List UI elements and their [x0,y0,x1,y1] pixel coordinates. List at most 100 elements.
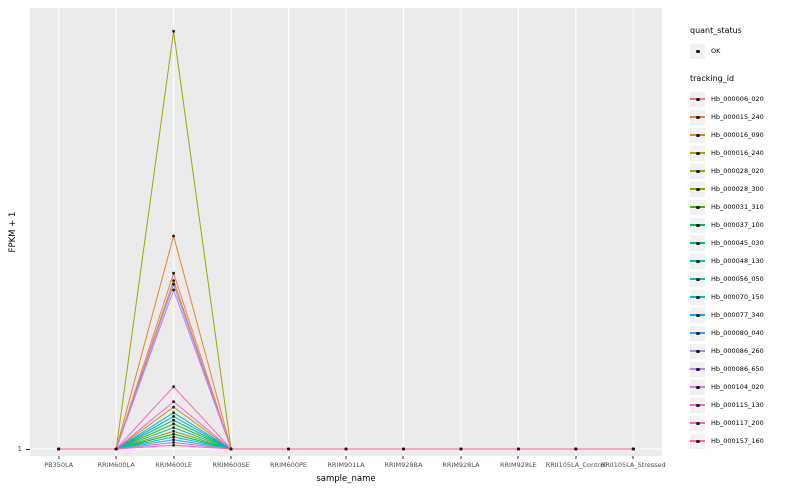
data-point [574,447,578,451]
legend-item-tracking: Hb_000028_020 [690,162,798,180]
x-tick-label: RRIM928LE [500,461,537,469]
point-icon [696,169,700,173]
x-tick-label: RRII105LA_Control [545,461,606,469]
data-point [114,447,118,451]
legend-item-tracking: Hb_000157_160 [690,432,798,450]
legend-key-box [690,163,705,179]
legend-key-box [690,325,705,341]
data-point [172,432,176,436]
legend-label: OK [711,47,721,55]
x-tick-mark [58,456,60,459]
point-icon [696,367,700,371]
legend-key-box [690,307,705,323]
point-icon [696,205,700,209]
x-tick-mark [230,456,232,459]
legend-key-box [690,289,705,305]
point-icon [696,241,700,245]
x-tick-label: RRIM600PE [270,461,308,469]
point-icon [696,403,700,407]
point-icon [696,49,700,53]
legend-label: Hb_000045_030 [711,239,764,247]
x-tick-label: RRIM600LE [155,461,192,469]
legend-item-tracking: Hb_000086_260 [690,342,798,360]
data-point [517,447,520,451]
x-tick-label: RRIM928BA [384,461,423,469]
legend-label: Hb_000037_100 [711,221,764,229]
legend-key-box [690,181,705,197]
data-point [172,282,176,286]
y-axis-title: FPKM + 1 [8,211,18,253]
legend-key-box [690,415,705,431]
point-icon [696,439,700,443]
legend-item-quant-status-ok: OK [690,42,798,60]
point-icon [696,295,700,299]
legend-label: Hb_000016_240 [711,149,764,157]
legend-item-tracking: Hb_000080_040 [690,324,798,342]
x-tick-label: RRIM901LA [327,461,365,469]
x-tick-mark [288,456,290,459]
legend-tracking-items: Hb_000006_020 Hb_000015_240 Hb_000016_090 H… [690,90,798,450]
point-icon [696,421,700,425]
data-point [172,426,176,429]
legend-title-tracking-id: tracking_id [690,74,735,83]
data-point [631,447,635,451]
x-tick-mark [173,456,175,459]
legend-item-tracking: Hb_000037_100 [690,216,798,234]
point-icon [696,313,700,317]
legend-key-box [690,253,705,269]
data-point [459,447,463,451]
x-tick-label: RRIM928LA [442,461,480,469]
point-icon [696,97,700,101]
legend-label: Hb_000048_130 [711,257,764,265]
data-point [172,422,176,426]
data-point [172,405,176,409]
legend-item-tracking: Hb_000045_030 [690,234,798,252]
legend-key-box [690,379,705,395]
data-point [172,279,176,282]
x-tick-mark [115,456,117,459]
legend-key-box [690,235,705,251]
data-point [402,447,405,451]
point-icon [696,115,700,119]
legend-key-box [690,91,705,107]
legend-label: Hb_000104_020 [711,383,764,391]
plot-panel [30,8,662,456]
data-point [172,435,176,439]
legend-key-box [690,217,705,233]
data-point [57,447,61,451]
x-tick-label: PB350LA [44,461,74,469]
data-point [287,447,290,451]
legend-item-tracking: Hb_000104_020 [690,378,798,396]
legend-label: Hb_000086_260 [711,347,764,355]
x-tick-mark [575,456,577,459]
legend-item-tracking: Hb_000115_130 [690,396,798,414]
y-tick-mark [26,449,30,450]
data-point [172,234,176,238]
data-point [172,438,176,442]
legend-label: Hb_000056_050 [711,275,764,283]
data-point [172,418,176,422]
data-point [172,443,176,447]
data-point [172,400,176,403]
x-tick-mark [402,456,404,459]
legend-label: Hb_000115_130 [711,401,764,409]
x-tick-label: RRIM600SE [212,461,250,469]
legend-key-box [690,397,705,413]
legend-item-tracking: Hb_000015_240 [690,108,798,126]
plot-canvas [30,8,662,456]
data-point [172,429,176,433]
data-point [172,288,176,292]
legend-key-box [690,199,705,215]
x-axis-title: sample_name [316,474,376,484]
legend-label: Hb_000031_310 [711,203,764,211]
legend-item-tracking: Hb_000031_310 [690,198,798,216]
legend-key-box [690,271,705,287]
legend-label: Hb_000028_020 [711,167,764,175]
legend-label: Hb_000006_020 [711,95,764,103]
data-point [172,411,176,415]
legend-item-tracking: Hb_000048_130 [690,252,798,270]
x-tick-mark [345,456,347,459]
point-icon [696,151,700,155]
legend-label: Hb_000086_650 [711,365,764,373]
legend-key-box [690,127,705,143]
